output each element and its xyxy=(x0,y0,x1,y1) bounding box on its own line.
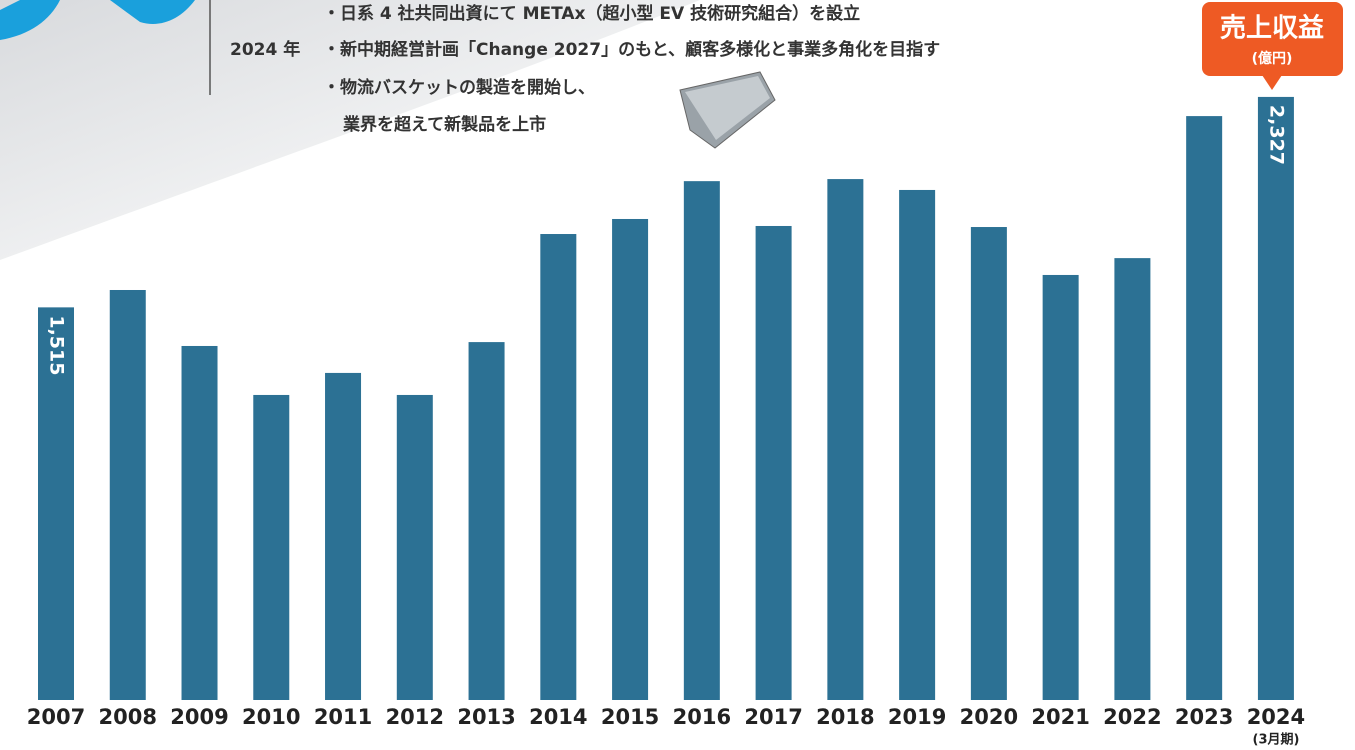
bar xyxy=(899,189,936,700)
x-tick-label: 2018 xyxy=(816,705,874,729)
bar xyxy=(1114,258,1151,700)
bar xyxy=(827,179,864,700)
bar xyxy=(1257,96,1294,700)
x-tick-label: 2007 xyxy=(27,705,85,729)
badge-unit: (億円) xyxy=(1252,50,1293,67)
annotation: 業界を超えて新製品を上市 xyxy=(343,114,546,135)
x-tick-label: 2017 xyxy=(744,705,802,729)
annotation: ・新中期経営計画「Change 2027」のもと、顧客多様化と事業多角化を目指す xyxy=(323,39,940,60)
bar xyxy=(612,218,649,700)
x-tick-label: 2023 xyxy=(1175,705,1233,729)
badge-box xyxy=(1202,2,1343,76)
value-label: 2,327 xyxy=(1265,105,1287,165)
bar xyxy=(109,289,146,700)
x-tick-label: 2019 xyxy=(888,705,946,729)
bar xyxy=(683,181,720,701)
x-tick-label: 2012 xyxy=(386,705,444,729)
x-note: (3月期) xyxy=(1253,733,1300,748)
bar xyxy=(1042,274,1079,700)
badge-pointer xyxy=(1262,75,1282,90)
annotation: ・日系 4 社共同出資にて METAx（超小型 EV 技術研究組合）を設立 xyxy=(323,3,860,24)
x-tick-label: 2011 xyxy=(314,705,372,729)
x-tick-label: 2013 xyxy=(457,705,515,729)
bar xyxy=(38,307,74,700)
x-tick-label: 2024 xyxy=(1247,705,1305,729)
annotation-year: 2024 年 xyxy=(230,39,300,60)
bar xyxy=(540,234,577,701)
x-tick-label: 2022 xyxy=(1103,705,1161,729)
bar xyxy=(325,372,362,700)
x-tick-label: 2010 xyxy=(242,705,300,729)
x-tick-label: 2009 xyxy=(170,705,228,729)
x-tick-label: 2021 xyxy=(1031,705,1089,729)
bar xyxy=(970,227,1007,701)
logo-fragment xyxy=(0,0,195,40)
background-swoosh xyxy=(0,0,700,260)
x-tick-label: 2020 xyxy=(960,705,1018,729)
x-tick-label: 2015 xyxy=(601,705,659,729)
bar xyxy=(468,342,505,700)
badge-title: 売上収益 xyxy=(1220,14,1324,44)
value-label: 1,515 xyxy=(46,315,68,375)
badge: 売上収益 (億円) xyxy=(1202,2,1343,90)
annotation: ・物流バスケットの製造を開始し、 xyxy=(323,77,595,98)
basket-image xyxy=(679,71,776,149)
x-tick-label: 2014 xyxy=(529,705,587,729)
bar xyxy=(396,394,433,700)
x-tick-label: 2016 xyxy=(673,705,731,729)
bar xyxy=(181,345,218,700)
bar xyxy=(755,225,792,700)
bar xyxy=(253,394,290,700)
bar xyxy=(1186,116,1223,700)
x-tick-label: 2008 xyxy=(99,705,157,729)
